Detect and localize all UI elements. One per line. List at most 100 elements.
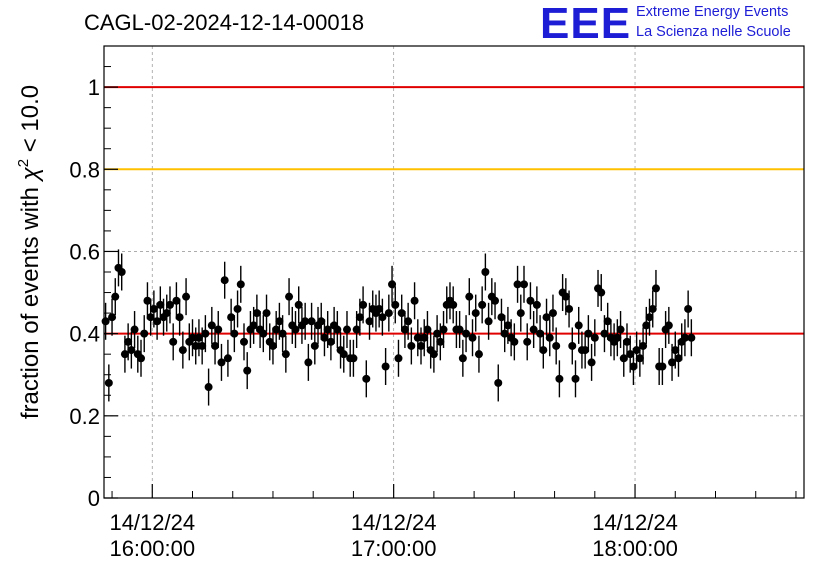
point-marker-170 xyxy=(648,304,657,313)
data-point-59 xyxy=(291,311,300,349)
point-marker-138 xyxy=(545,333,554,342)
data-point-140 xyxy=(552,327,561,365)
point-marker-160 xyxy=(616,325,625,334)
data-point-134 xyxy=(532,286,541,324)
data-point-119 xyxy=(484,302,493,340)
point-marker-28 xyxy=(191,341,200,350)
point-marker-103 xyxy=(433,329,442,338)
point-marker-167 xyxy=(639,341,648,350)
data-point-133 xyxy=(529,311,538,349)
point-marker-129 xyxy=(516,309,525,318)
point-marker-175 xyxy=(664,321,673,330)
data-point-47 xyxy=(252,294,261,332)
point-marker-117 xyxy=(478,300,487,309)
point-marker-39 xyxy=(227,313,236,322)
point-marker-20 xyxy=(165,300,174,309)
point-marker-121 xyxy=(491,296,500,305)
point-marker-119 xyxy=(484,317,493,326)
point-marker-136 xyxy=(539,346,548,355)
point-marker-94 xyxy=(404,317,413,326)
point-marker-24 xyxy=(178,346,187,355)
point-marker-41 xyxy=(233,304,242,313)
point-marker-29 xyxy=(194,333,203,342)
data-point-38 xyxy=(223,339,232,377)
data-point-161 xyxy=(619,339,628,377)
point-marker-63 xyxy=(304,358,313,367)
point-marker-60 xyxy=(294,300,303,309)
point-marker-12 xyxy=(140,329,149,338)
data-point-80 xyxy=(359,286,368,324)
data-point-94 xyxy=(404,302,413,340)
data-point-139 xyxy=(548,294,557,332)
point-marker-44 xyxy=(243,366,252,375)
data-point-111 xyxy=(458,339,467,377)
data-point-102 xyxy=(429,335,438,373)
point-marker-145 xyxy=(568,341,577,350)
point-marker-42 xyxy=(236,280,245,289)
data-point-27 xyxy=(188,319,197,357)
data-point-112 xyxy=(462,315,471,353)
data-point-65 xyxy=(310,327,319,365)
point-marker-144 xyxy=(565,304,574,313)
data-point-87 xyxy=(381,348,390,385)
y-axis-label: fraction of events with χ2 < 10.0 xyxy=(15,85,44,419)
point-marker-171 xyxy=(651,284,660,293)
data-point-63 xyxy=(304,343,313,381)
point-marker-70 xyxy=(326,337,335,346)
point-marker-131 xyxy=(523,337,532,346)
data-point-53 xyxy=(272,311,281,349)
point-marker-132 xyxy=(526,296,535,305)
data-point-117 xyxy=(478,286,487,324)
y-tick-label-2: 0.4 xyxy=(69,322,100,347)
point-marker-114 xyxy=(468,333,477,342)
data-point-89 xyxy=(388,265,397,303)
point-marker-25 xyxy=(182,292,191,301)
point-marker-3 xyxy=(111,292,120,301)
logo-line-2: La Scienza nelle Scuole xyxy=(636,24,791,40)
point-marker-177 xyxy=(671,346,680,355)
data-point-36 xyxy=(217,343,226,381)
point-marker-55 xyxy=(278,329,287,338)
data-point-170 xyxy=(648,290,657,328)
data-point-105 xyxy=(439,311,448,349)
point-marker-69 xyxy=(323,325,332,334)
point-marker-166 xyxy=(635,354,644,363)
data-point-39 xyxy=(227,298,236,336)
data-point-56 xyxy=(281,335,290,373)
point-marker-128 xyxy=(513,280,522,289)
data-point-57 xyxy=(285,278,294,316)
data-point-154 xyxy=(597,274,606,312)
data-point-98 xyxy=(417,327,426,365)
point-marker-74 xyxy=(339,350,348,359)
point-marker-176 xyxy=(668,358,677,367)
point-marker-168 xyxy=(642,321,651,330)
data-point-25 xyxy=(182,278,191,316)
data-point-21 xyxy=(169,323,178,361)
point-marker-127 xyxy=(510,337,519,346)
data-point-146 xyxy=(571,360,580,398)
point-marker-92 xyxy=(397,309,406,318)
data-point-67 xyxy=(317,302,326,340)
point-marker-149 xyxy=(581,346,590,355)
y-axis-label-chi: χ xyxy=(17,166,44,182)
data-point-42 xyxy=(236,265,245,303)
data-point-100 xyxy=(423,311,432,349)
data-point-182 xyxy=(687,319,696,357)
point-marker-8 xyxy=(127,346,136,355)
data-point-159 xyxy=(613,319,622,357)
point-marker-143 xyxy=(561,292,570,301)
data-point-14 xyxy=(146,298,155,336)
point-marker-93 xyxy=(400,325,409,334)
data-point-175 xyxy=(664,306,673,344)
data-point-99 xyxy=(420,319,429,357)
point-marker-169 xyxy=(645,313,654,322)
point-marker-113 xyxy=(465,292,474,301)
point-marker-36 xyxy=(217,358,226,367)
data-point-135 xyxy=(536,315,545,353)
point-marker-100 xyxy=(423,325,432,334)
point-marker-104 xyxy=(436,337,445,346)
data-point-11 xyxy=(137,339,146,377)
data-point-128 xyxy=(513,265,522,303)
data-point-74 xyxy=(339,335,348,373)
point-marker-34 xyxy=(211,341,220,350)
